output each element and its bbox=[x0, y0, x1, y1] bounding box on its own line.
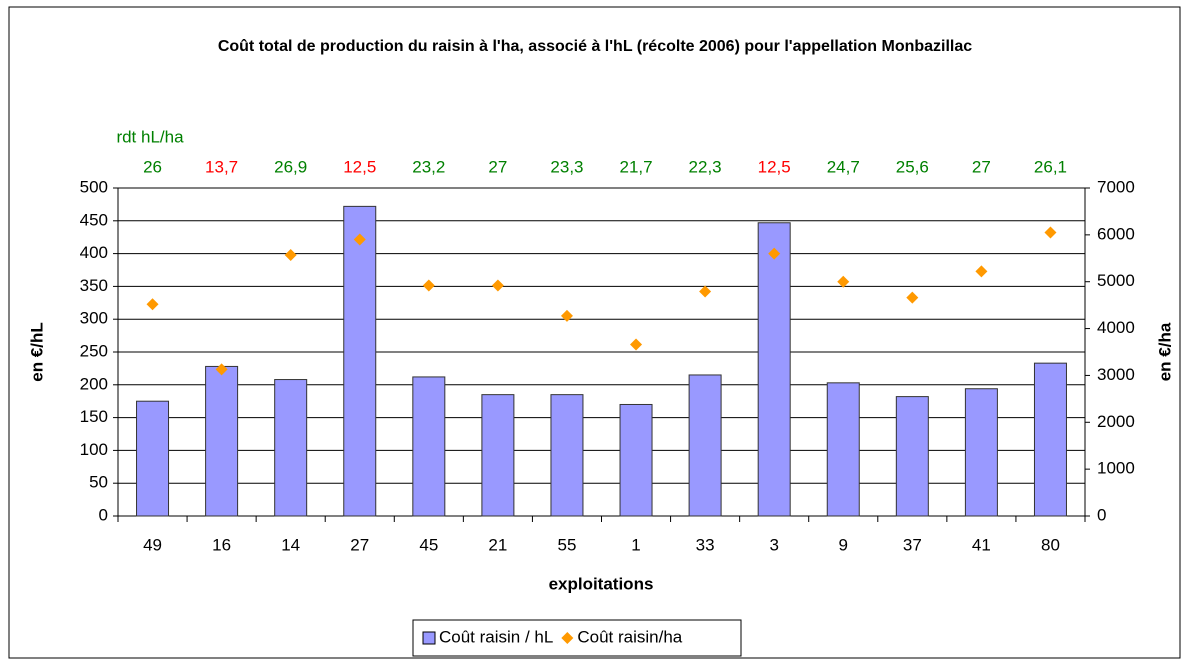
legend-swatch bbox=[561, 632, 574, 644]
y-tick-label: 150 bbox=[80, 407, 108, 426]
annotation-value: 21,7 bbox=[619, 157, 652, 176]
annotation-value: 26,1 bbox=[1034, 157, 1067, 176]
scatter-point bbox=[422, 279, 435, 292]
annotation-value: 27 bbox=[488, 157, 507, 176]
scatter-point bbox=[560, 309, 573, 322]
x-tick-label: 80 bbox=[1041, 535, 1060, 554]
x-tick-label: 14 bbox=[281, 535, 300, 554]
scatter-point bbox=[975, 265, 988, 278]
bar bbox=[412, 376, 446, 517]
annotation-label: rdt hL/ha bbox=[116, 127, 184, 146]
y-tick-label: 400 bbox=[80, 243, 108, 262]
y-tick-label: 250 bbox=[80, 341, 108, 360]
bar bbox=[550, 394, 584, 517]
scatter-point bbox=[491, 279, 504, 292]
y-tick-label: 200 bbox=[80, 374, 108, 393]
legend-label: Coût raisin/ha bbox=[577, 627, 682, 646]
scatter-point bbox=[768, 247, 781, 260]
scatter-point bbox=[906, 291, 919, 304]
x-tick-label: 41 bbox=[972, 535, 991, 554]
annotation-value: 12,5 bbox=[758, 157, 791, 176]
y-tick-label: 50 bbox=[89, 473, 108, 492]
annotation-value: 23,2 bbox=[412, 157, 445, 176]
y-tick-label: 300 bbox=[80, 309, 108, 328]
scatter-point bbox=[146, 298, 159, 311]
bar bbox=[481, 394, 515, 517]
y2-tick-label: 2000 bbox=[1097, 412, 1135, 431]
x-tick-label: 37 bbox=[903, 535, 922, 554]
annotation-value: 13,7 bbox=[205, 157, 238, 176]
y-tick-label: 450 bbox=[80, 210, 108, 229]
annotation-value: 25,6 bbox=[896, 157, 929, 176]
annotation-value: 12,5 bbox=[343, 157, 376, 176]
y-tick-label: 500 bbox=[80, 177, 108, 196]
bar bbox=[343, 205, 377, 517]
bar bbox=[274, 379, 308, 517]
y-tick-label: 350 bbox=[80, 276, 108, 295]
x-tick-label: 1 bbox=[631, 535, 640, 554]
y2-tick-label: 5000 bbox=[1097, 271, 1135, 290]
x-tick-label: 16 bbox=[212, 535, 231, 554]
annotation-value: 26,9 bbox=[274, 157, 307, 176]
annotation-value: 26 bbox=[143, 157, 162, 176]
bar bbox=[619, 403, 653, 517]
scatter-point bbox=[837, 275, 850, 288]
annotation-value: 27 bbox=[972, 157, 991, 176]
x-tick-label: 55 bbox=[558, 535, 577, 554]
annotation-value: 23,3 bbox=[550, 157, 583, 176]
x-tick-label: 45 bbox=[419, 535, 438, 554]
bar bbox=[688, 374, 722, 517]
x-tick-label: 33 bbox=[696, 535, 715, 554]
y2-tick-label: 7000 bbox=[1097, 177, 1135, 196]
y2-tick-label: 1000 bbox=[1097, 459, 1135, 478]
chart-title: Coût total de production du raisin à l'h… bbox=[217, 38, 973, 55]
scatter-point bbox=[699, 285, 712, 298]
bar bbox=[1033, 362, 1067, 517]
y-axis-label: en €/hL bbox=[27, 322, 46, 382]
x-tick-label: 3 bbox=[769, 535, 778, 554]
scatter-point bbox=[630, 338, 643, 351]
x-axis-label: exploitations bbox=[549, 574, 654, 593]
annotation-value: 22,3 bbox=[689, 157, 722, 176]
bar bbox=[757, 222, 791, 517]
x-tick-label: 9 bbox=[839, 535, 848, 554]
x-tick-label: 21 bbox=[488, 535, 507, 554]
bar bbox=[136, 400, 170, 517]
legend-label: Coût raisin / hL bbox=[439, 627, 553, 646]
bar bbox=[895, 396, 929, 517]
annotation-value: 24,7 bbox=[827, 157, 860, 176]
y2-tick-label: 3000 bbox=[1097, 365, 1135, 384]
bar bbox=[964, 388, 998, 517]
legend bbox=[412, 619, 742, 657]
y-tick-label: 100 bbox=[80, 440, 108, 459]
y2-axis-label: en €/ha bbox=[1155, 322, 1174, 381]
scatter-point bbox=[353, 233, 366, 246]
y2-tick-label: 4000 bbox=[1097, 318, 1135, 337]
scatter-point bbox=[284, 249, 297, 262]
scatter-point bbox=[1044, 226, 1057, 239]
x-tick-label: 49 bbox=[143, 535, 162, 554]
y-tick-label: 0 bbox=[99, 505, 108, 524]
bar bbox=[205, 365, 239, 517]
legend-swatch bbox=[422, 631, 436, 645]
bar bbox=[826, 382, 860, 517]
y2-tick-label: 6000 bbox=[1097, 224, 1135, 243]
scatter-point bbox=[215, 363, 228, 376]
x-tick-label: 27 bbox=[350, 535, 369, 554]
y2-tick-label: 0 bbox=[1097, 505, 1106, 524]
